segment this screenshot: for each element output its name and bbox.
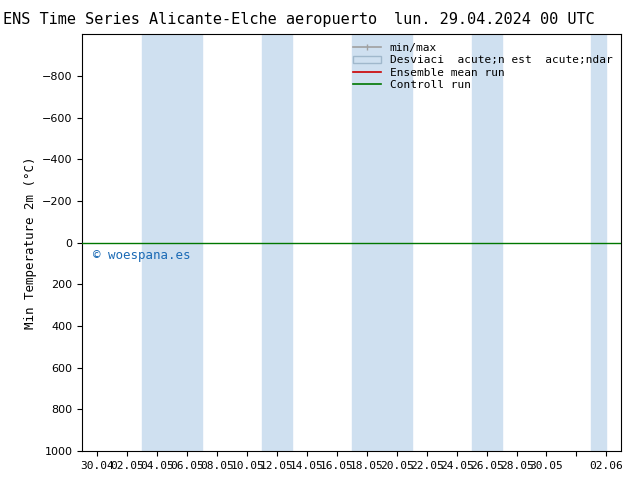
Legend: min/max, Desviaci  acute;n est  acute;ndar, Ensemble mean run, Controll run: min/max, Desviaci acute;n est acute;ndar… [350, 40, 616, 93]
Bar [142, 34, 202, 451]
Text: © woespana.es: © woespana.es [93, 249, 191, 262]
Text: ENS Time Series Alicante-Elche aeropuerto: ENS Time Series Alicante-Elche aeropuert… [3, 12, 377, 27]
Text: lun. 29.04.2024 00 UTC: lun. 29.04.2024 00 UTC [394, 12, 595, 27]
Y-axis label: Min Temperature 2m (°C): Min Temperature 2m (°C) [23, 156, 37, 329]
Bar [592, 34, 606, 451]
Bar [262, 34, 292, 451]
Bar [352, 34, 411, 451]
Bar [472, 34, 501, 451]
